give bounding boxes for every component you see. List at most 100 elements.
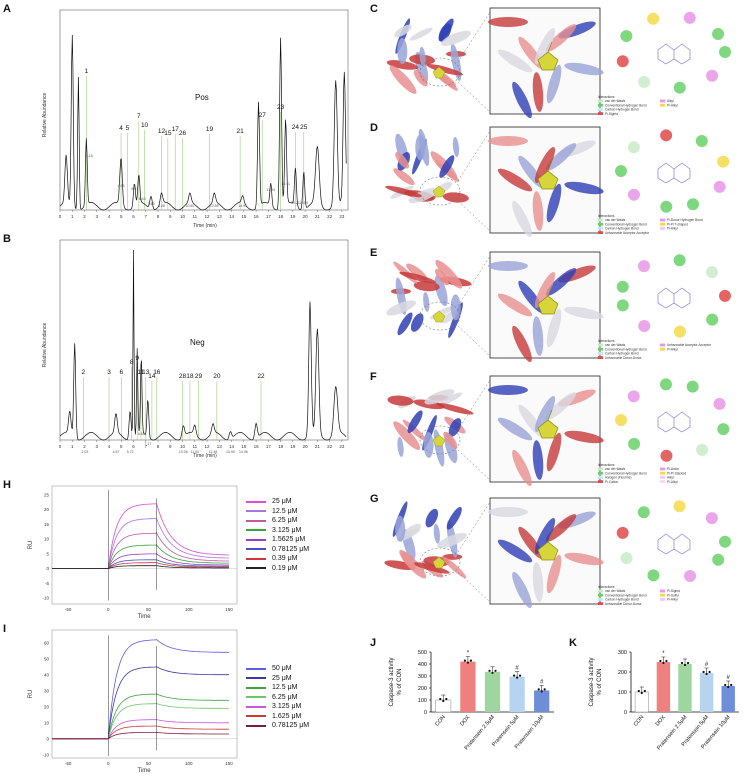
- x-tick-label: 8: [157, 444, 160, 449]
- peak-label: 11: [138, 369, 145, 376]
- y-tick-label: 300: [418, 674, 427, 680]
- legend-entry: 6.25 μM: [246, 693, 309, 703]
- peak-label: 3: [107, 369, 111, 376]
- interaction-legend-swatch: [598, 598, 603, 601]
- neg-xlabel: Time (min): [193, 453, 217, 459]
- protein-ribbon: [434, 275, 448, 307]
- y-axis-label: % of CON: [597, 668, 603, 695]
- legend-swatch: [246, 696, 266, 699]
- x-tick-label: 6: [132, 444, 135, 449]
- spr-h-ylabel: RU: [28, 541, 34, 550]
- x-tick-label: 18: [278, 444, 284, 449]
- protein-ribbon: [395, 515, 406, 542]
- ligand-shape: [432, 556, 446, 569]
- data-point: [491, 671, 494, 674]
- x-tick-label: 22: [327, 444, 333, 449]
- y-tick-label: 100: [618, 690, 627, 696]
- legend-label: 50 μM: [272, 665, 292, 673]
- bar: [721, 686, 735, 712]
- protein-ribbon: [442, 192, 469, 203]
- zoom-line: [457, 449, 491, 481]
- pos-xlabel: Time (min): [193, 223, 217, 229]
- legend-swatch: [246, 529, 266, 532]
- interaction-legend-swatch: [598, 589, 603, 593]
- protein-ribbon-zoom: [488, 17, 528, 27]
- protein-ribbon: [448, 418, 462, 437]
- ligand-zoom: [537, 409, 559, 439]
- x-tick-label: 7: [145, 214, 148, 219]
- protein-ribbon-zoom: [534, 396, 556, 432]
- protein-ribbon-zoom: [545, 514, 577, 542]
- interaction-legend-swatch: [660, 218, 665, 222]
- protein-ribbon: [385, 185, 422, 198]
- zoom-line: [457, 571, 491, 603]
- protein-ribbon: [442, 556, 467, 579]
- residue-disc: [615, 414, 628, 427]
- y-tick-label: 200: [418, 686, 427, 692]
- protein-ribbon: [415, 134, 426, 161]
- interaction-legend-swatch: [598, 103, 603, 107]
- data-point: [488, 669, 491, 672]
- spr-h-xlabel: Time: [137, 614, 151, 620]
- peak-label: 4: [119, 125, 123, 132]
- interaction-legend-label: Pi-Pi Stacked: [667, 471, 686, 475]
- protein-ribbon-zoom: [534, 147, 556, 183]
- protein-ribbon: [410, 313, 424, 332]
- panel-label-a: A: [3, 3, 11, 15]
- residue-disc: [718, 289, 731, 302]
- protein-ribbon-zoom: [532, 191, 544, 231]
- binding-site-outline: [419, 425, 461, 455]
- interaction-legend-swatch: [598, 347, 603, 351]
- protein-ribbon-zoom: [564, 181, 604, 195]
- rt-label: 2.15: [86, 154, 93, 158]
- y-tick-label: -10: [42, 596, 49, 601]
- x-tick-label: 13: [217, 444, 223, 449]
- bar: [534, 690, 550, 712]
- protein-ribbon-zoom: [512, 200, 532, 238]
- protein-ribbon-zoom: [564, 430, 604, 444]
- x-tick-label: 1: [71, 214, 74, 219]
- interaction-legend-label: Pi-Alkyl: [667, 103, 678, 107]
- protein-ribbon: [423, 291, 430, 312]
- legend-entry: 25 μM: [246, 497, 309, 507]
- spr-h-legend: 25 μM 12.5 μM 6.25 μM 3.125 μM 1.5625 μM 0.78…: [246, 497, 309, 573]
- x-tick-label: 150: [225, 761, 233, 766]
- zoom-line: [457, 379, 491, 431]
- interaction-legend-swatch: [660, 598, 665, 601]
- sensorgram-curve: [52, 666, 229, 740]
- legend-label: 12.5 μM: [272, 507, 298, 515]
- spr-i-curves: [52, 635, 237, 757]
- protein-ribbon: [441, 30, 471, 46]
- legend-swatch: [246, 519, 266, 522]
- panel-label-i: I: [3, 623, 7, 635]
- panel-label-b: B: [3, 233, 11, 245]
- neg-x-ticks: 0 1 2 3 4 5 6 7 8 9 10 11 12 13 14 15 16 17 18 19 20 21 22 23: [59, 440, 345, 449]
- protein-ribbon: [384, 560, 416, 570]
- x-tick-label: 5: [120, 444, 123, 449]
- x-tick-label: 13: [217, 214, 223, 219]
- x-tick-label: 0: [107, 761, 110, 766]
- spr-h-y-ticks: 25 20 15 10 5 0 -5 -10: [42, 492, 49, 600]
- peak-label: 17: [172, 126, 180, 133]
- y-tick-label: 20: [44, 704, 50, 709]
- interaction-legend-label: Pi-Sigma: [605, 112, 618, 116]
- panel-label-c: C: [370, 3, 378, 15]
- ligand-2d: [657, 162, 691, 184]
- panel-label-k: K: [569, 637, 577, 649]
- peak-label: 7: [137, 113, 141, 120]
- rt-label: 4.57: [113, 450, 120, 454]
- x-tick-label: 4: [108, 444, 111, 449]
- legend-label: 12.5 μM: [272, 684, 298, 692]
- data-point: [724, 683, 727, 687]
- y-tick-label: 0: [46, 736, 49, 741]
- legend-swatch: [246, 667, 266, 670]
- protein-ribbon-zoom: [488, 507, 528, 517]
- interaction-legend-label: Pi-Alkyl: [667, 480, 678, 484]
- sensorgram-curve: [52, 693, 230, 740]
- x-tick-label: 150: [225, 607, 233, 612]
- rt-label: 14.96: [239, 450, 248, 454]
- ligand-zoom: [537, 160, 559, 190]
- rt-label: 12.48: [209, 450, 218, 454]
- interaction-legend-swatch: [660, 343, 665, 347]
- category-label: DOX: [459, 714, 471, 727]
